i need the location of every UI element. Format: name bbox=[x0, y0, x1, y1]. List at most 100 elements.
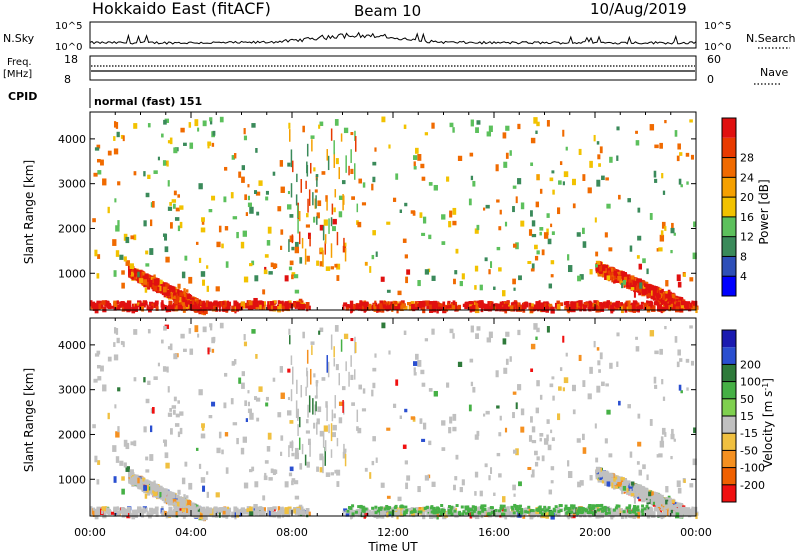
power-cell bbox=[551, 231, 555, 236]
power-cell bbox=[604, 273, 609, 280]
power-streak bbox=[348, 165, 350, 176]
power-cell bbox=[197, 305, 200, 310]
power-cell bbox=[251, 123, 256, 128]
power-cell bbox=[188, 122, 192, 128]
power-cell bbox=[94, 304, 98, 310]
velocity-cell bbox=[157, 488, 161, 493]
power-cell bbox=[615, 305, 621, 311]
power-cell bbox=[605, 302, 608, 308]
power-cell bbox=[222, 301, 227, 307]
power-cell bbox=[422, 216, 427, 224]
power-cell bbox=[474, 285, 477, 290]
date-label: 10/Aug/2019 bbox=[590, 0, 687, 18]
power-cell bbox=[373, 303, 376, 309]
power-cell bbox=[602, 268, 607, 275]
velocity-cell bbox=[110, 511, 115, 515]
power-cell bbox=[662, 190, 666, 195]
power-cell bbox=[531, 303, 534, 308]
power-cell bbox=[192, 305, 196, 309]
power-cell bbox=[169, 293, 173, 299]
power-cell bbox=[456, 305, 459, 312]
power-cell bbox=[589, 301, 593, 306]
power-cell bbox=[527, 260, 532, 265]
power-cell bbox=[148, 306, 152, 313]
power-cell bbox=[185, 289, 189, 293]
velocity-cell bbox=[277, 506, 280, 511]
velocity-cell bbox=[649, 506, 653, 514]
power-cell bbox=[159, 279, 163, 285]
power-cell bbox=[620, 271, 625, 275]
velocity-cell bbox=[233, 506, 238, 513]
velocity-cell bbox=[169, 499, 173, 505]
power-cell bbox=[397, 303, 401, 310]
power-cell bbox=[567, 265, 573, 273]
power-cell bbox=[288, 266, 293, 271]
power-cell bbox=[685, 152, 690, 157]
power-cell bbox=[582, 174, 586, 181]
power-cell bbox=[550, 260, 555, 265]
velocity-cell bbox=[123, 508, 128, 516]
power-cell bbox=[249, 305, 254, 311]
power-cell bbox=[114, 198, 117, 203]
velocity-cell bbox=[599, 472, 603, 478]
velocity-cell bbox=[615, 479, 618, 484]
power-cell bbox=[485, 204, 490, 209]
power-cell bbox=[161, 300, 164, 305]
power-cell bbox=[94, 249, 98, 257]
power-cell bbox=[164, 118, 170, 123]
power-cell bbox=[475, 127, 479, 133]
power-cell bbox=[318, 124, 321, 129]
power-cell bbox=[288, 122, 291, 129]
power-cell bbox=[601, 175, 605, 181]
power-cell bbox=[263, 269, 268, 275]
power-cell bbox=[410, 210, 416, 214]
power-cell bbox=[408, 306, 413, 311]
power-cell bbox=[159, 286, 162, 292]
power-cell bbox=[472, 180, 476, 187]
power-cell bbox=[392, 197, 397, 202]
power-cell bbox=[433, 303, 437, 309]
power-cell bbox=[145, 263, 150, 267]
power-streak bbox=[309, 235, 311, 247]
power-cell bbox=[606, 302, 610, 307]
velocity-cell bbox=[477, 506, 480, 511]
power-cell bbox=[399, 301, 404, 308]
power-ylabel: Slant Range [km] bbox=[22, 160, 36, 264]
power-cell bbox=[123, 302, 128, 310]
power-streak bbox=[342, 194, 344, 211]
power-cell bbox=[668, 295, 672, 301]
power-cell bbox=[429, 304, 432, 310]
power-cell bbox=[689, 119, 693, 123]
velocity-cell bbox=[291, 508, 295, 513]
power-cell bbox=[633, 304, 638, 308]
power-cell bbox=[100, 159, 104, 166]
power-cell bbox=[510, 305, 514, 312]
power-cell bbox=[195, 241, 199, 245]
power-cell bbox=[486, 131, 492, 137]
power-cell bbox=[279, 300, 282, 305]
power-cell bbox=[145, 276, 149, 283]
velocity-cell bbox=[638, 493, 641, 497]
power-cell bbox=[587, 187, 592, 194]
power-cell bbox=[205, 300, 209, 308]
power-streak bbox=[316, 216, 318, 225]
power-cell bbox=[175, 293, 178, 301]
power-cell bbox=[240, 241, 245, 249]
power-cell bbox=[172, 293, 177, 298]
power-cell bbox=[564, 306, 568, 311]
power-cell bbox=[606, 203, 611, 209]
power-streak bbox=[315, 195, 317, 209]
power-streak bbox=[326, 149, 329, 161]
power-cell bbox=[202, 279, 206, 286]
power-cell bbox=[280, 229, 284, 235]
power-cell bbox=[617, 275, 622, 281]
power-cell bbox=[172, 203, 176, 209]
power-cell bbox=[639, 282, 643, 289]
velocity-cell bbox=[687, 508, 690, 512]
power-cell bbox=[600, 302, 604, 308]
power-cell bbox=[145, 281, 149, 287]
power-cell bbox=[256, 211, 260, 216]
power-cell bbox=[468, 301, 473, 306]
velocity-cell bbox=[655, 498, 659, 504]
power-cell bbox=[357, 306, 361, 311]
